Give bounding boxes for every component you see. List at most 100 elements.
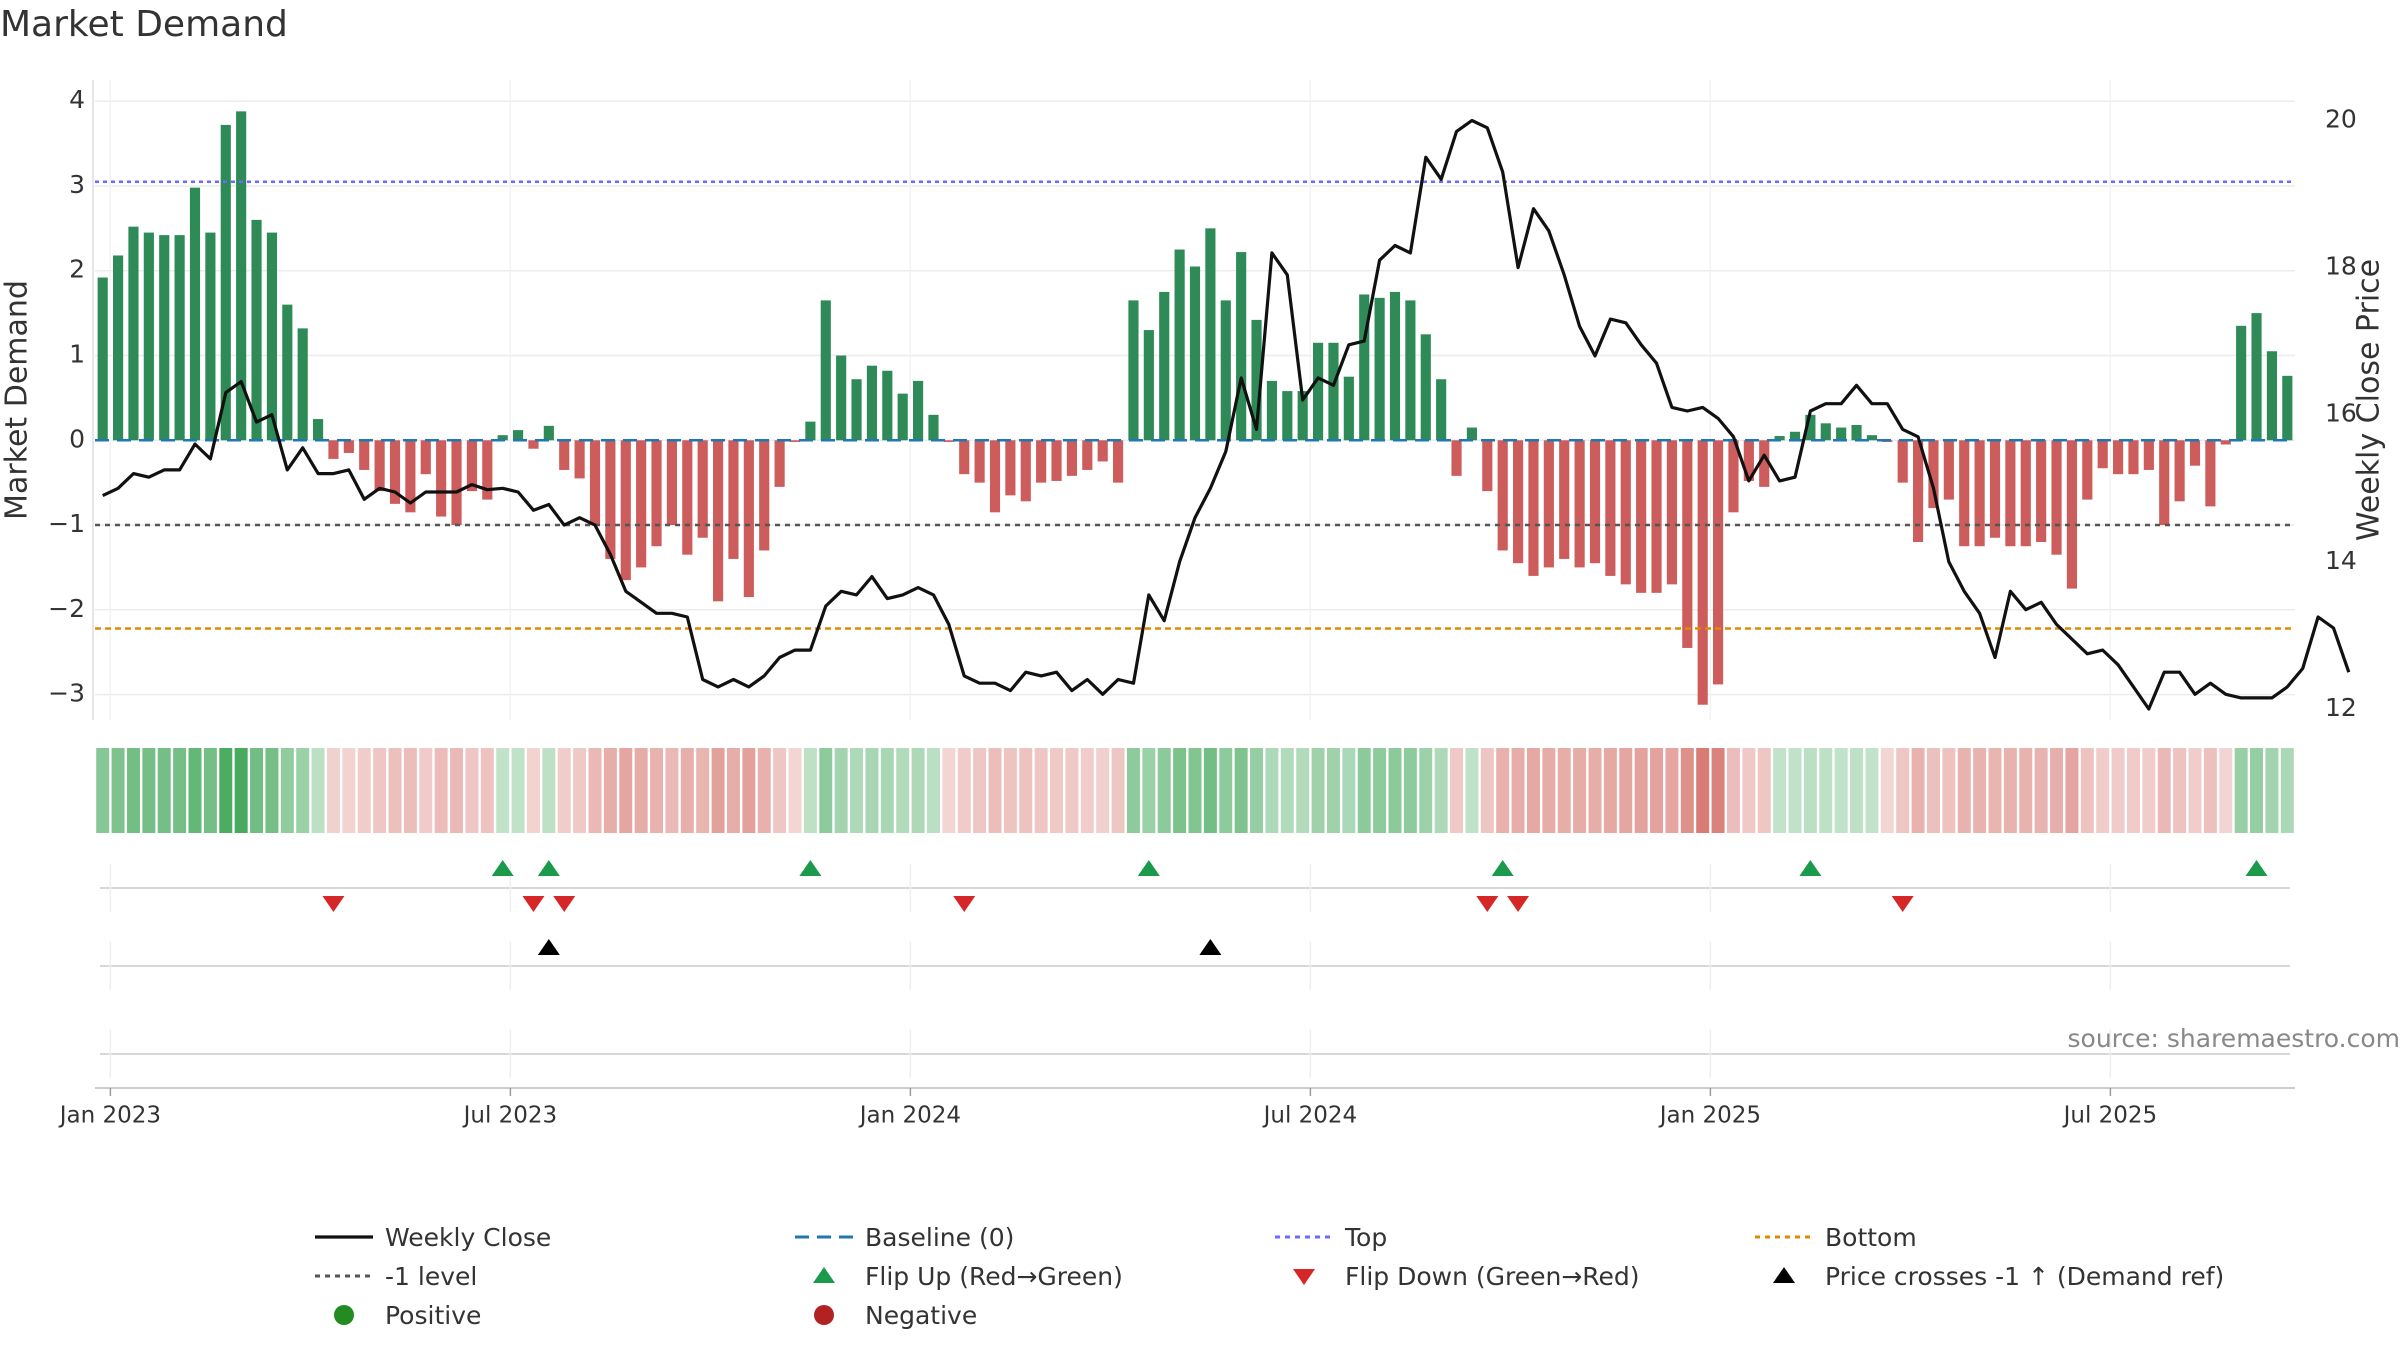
demand-bar [2066, 440, 2077, 589]
heat-cell [2080, 748, 2094, 833]
flip-up-marker [1491, 860, 1514, 876]
demand-bar [743, 440, 754, 598]
heat-cell [1403, 748, 1417, 833]
demand-bar [1636, 440, 1647, 593]
demand-bar [543, 425, 554, 441]
demand-bar [851, 379, 862, 441]
y-tick-label: −3 [48, 679, 85, 708]
heat-cell [803, 748, 817, 833]
heat-cell [157, 748, 171, 833]
heat-cell [1603, 748, 1617, 833]
demand-bar [651, 440, 662, 547]
heat-cell [711, 748, 725, 833]
legend-label: Baseline (0) [865, 1223, 1014, 1252]
demand-bar [789, 440, 801, 442]
y-tick-label: 4 [69, 85, 85, 114]
x-tick-label: Jul 2024 [1262, 1103, 1358, 1129]
heat-cell [1296, 748, 1310, 833]
heat-cell [1003, 748, 1017, 833]
heat-cell [1157, 748, 1171, 833]
demand-bar [405, 440, 416, 513]
heat-cell [142, 748, 156, 833]
demand-bar [420, 440, 431, 475]
demand-bar [2189, 440, 2201, 466]
heat-cell [788, 748, 802, 833]
y2-tick-label: 20 [2325, 104, 2357, 133]
heat-cell [742, 748, 756, 833]
demand-bar [1343, 376, 1354, 441]
y2-tick-label: 16 [2325, 399, 2357, 428]
demand-bar [1389, 291, 1401, 441]
y-tick-label: 2 [69, 255, 85, 284]
y-tick-label: 0 [69, 424, 85, 453]
demand-bar [574, 440, 585, 479]
heat-cell [1619, 748, 1633, 833]
heat-cell [665, 748, 679, 833]
heat-cell [1096, 748, 1110, 833]
x-tick-label: Jan 2024 [858, 1103, 961, 1129]
heat-cell [773, 748, 787, 833]
source-attribution: source: sharemaestro.com [2068, 1024, 2400, 1053]
heat-cell [1788, 748, 1802, 833]
demand-bar [251, 219, 262, 441]
demand-bar [1666, 440, 1677, 585]
demand-bar [1436, 379, 1447, 441]
demand-bar [1589, 440, 1601, 564]
demand-bar [1928, 440, 1939, 509]
demand-bar [2113, 440, 2124, 475]
demand-bar [343, 440, 354, 453]
demand-bar [1728, 440, 1739, 513]
legend-swatch [1773, 1267, 1795, 1283]
heat-cell [1973, 748, 1987, 833]
demand-bar [1113, 440, 1124, 483]
demand-bar [1466, 427, 1477, 441]
legend-label: Bottom [1825, 1223, 1917, 1252]
heat-cell [1773, 748, 1787, 833]
x-tick-label: Jan 2025 [1658, 1103, 1761, 1129]
heat-cell [957, 748, 971, 833]
demand-bar [328, 440, 339, 459]
y-tick-label: −1 [48, 509, 85, 538]
heat-cell [850, 748, 864, 833]
demand-bar [1836, 427, 1847, 441]
demand-bar [1543, 440, 1554, 568]
price-cross-marker [1199, 939, 1222, 955]
demand-bar [1405, 300, 1416, 441]
demand-bar [666, 440, 677, 526]
heat-cell [296, 748, 310, 833]
demand-bar [1128, 300, 1139, 441]
demand-bar [1943, 440, 1954, 500]
heat-cell [1034, 748, 1048, 833]
demand-bar [1574, 440, 1585, 568]
demand-bar [1528, 440, 1539, 576]
demand-bar [2143, 440, 2154, 470]
heat-cell [434, 748, 448, 833]
flip-up-marker [1799, 860, 1822, 876]
heat-cell [680, 748, 694, 833]
demand-bar [928, 414, 939, 441]
demand-bar [1759, 440, 1770, 487]
demand-bar [1713, 440, 1724, 685]
demand-bar [959, 440, 970, 475]
heat-cell [1050, 748, 1064, 833]
demand-bar [1374, 297, 1385, 441]
demand-bar [759, 440, 770, 551]
heat-cell [1019, 748, 1033, 833]
demand-bar [1959, 440, 1970, 547]
demand-bar [97, 277, 108, 441]
flip-down-marker [1507, 896, 1530, 912]
heat-cell [2111, 748, 2125, 833]
heat-cell [126, 748, 140, 833]
demand-bar [2220, 440, 2231, 445]
heat-cell [2188, 748, 2202, 833]
heat-cell [1511, 748, 1525, 833]
heat-cell [1911, 748, 1925, 833]
demand-bar [1697, 440, 1708, 705]
heat-cell [1557, 748, 1571, 833]
demand-bar [1682, 440, 1693, 648]
demand-bar [943, 440, 954, 442]
demand-bar [559, 440, 570, 470]
heat-cell [1326, 748, 1340, 833]
demand-bar [1451, 440, 1462, 476]
heat-cell [1065, 748, 1079, 833]
